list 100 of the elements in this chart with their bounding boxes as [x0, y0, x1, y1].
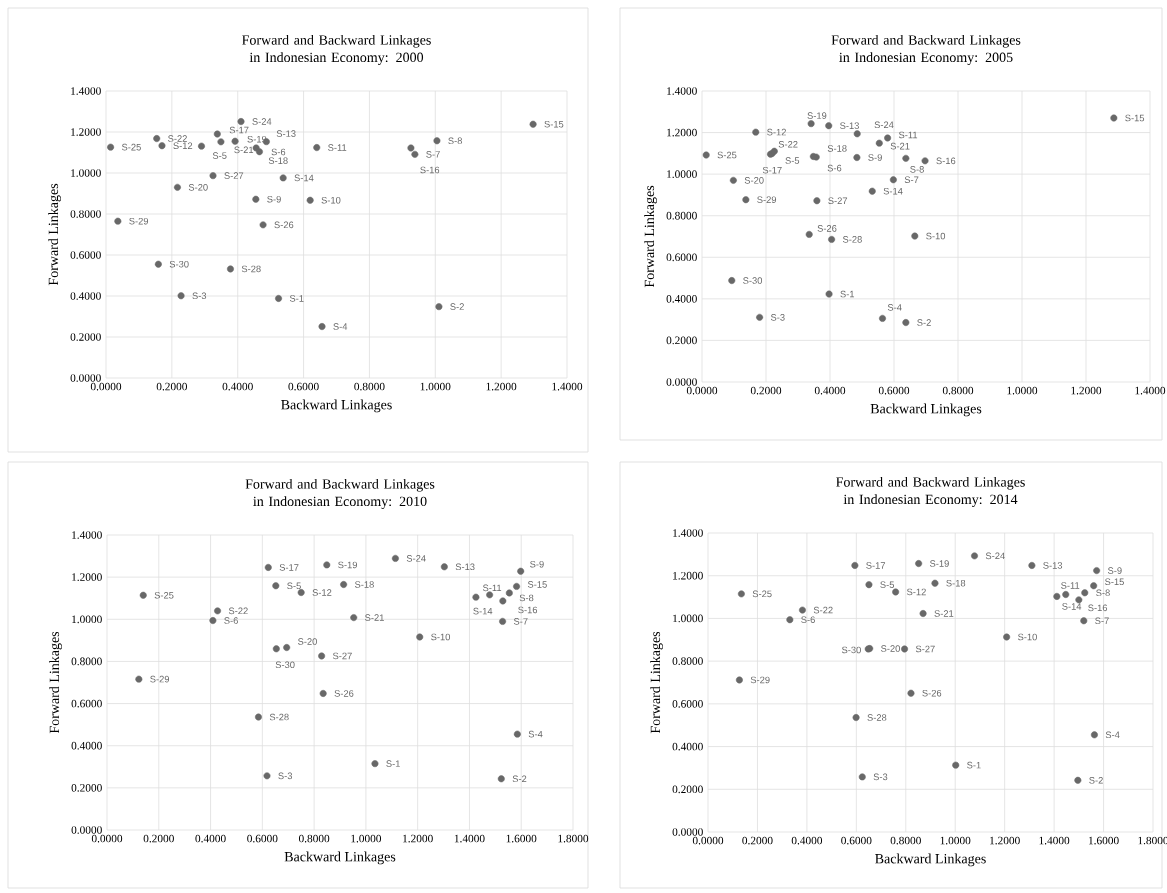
annotation: S-26 [274, 221, 294, 229]
x-tick-label: 0.8000 [890, 836, 921, 845]
x-axis-title: Backward Linkages [281, 399, 392, 413]
y-tick-label: 1.4000 [71, 87, 101, 95]
x-tick-label: 1.6000 [506, 834, 537, 843]
chart-title: Forward and Backward Linkages in Indonesian Economy: 2000 [242, 34, 431, 65]
annotation: S-24 [985, 552, 1005, 560]
annotation: S-2 [450, 303, 464, 310]
y-tick-label: 1.0000 [673, 614, 703, 623]
x-axis-title: Backward Linkages [284, 851, 396, 865]
x-tick-label: 1.0000 [351, 834, 382, 843]
annotation: S-15 [527, 581, 547, 588]
annotation: S-3 [192, 292, 207, 300]
x-tick-label: 1.4000 [1039, 836, 1070, 845]
annotation: S-27 [332, 652, 352, 660]
annotation: S-15 [1125, 114, 1145, 122]
annotation: S-26 [817, 225, 837, 232]
annotation: S-8 [448, 137, 462, 145]
annotation: S-21 [234, 146, 254, 154]
y-tick-label: 1.0000 [71, 169, 101, 177]
annotation: S-30 [841, 646, 861, 654]
y-tick-label: 1.4000 [667, 87, 697, 95]
annotation: S-17 [762, 166, 782, 174]
annotation: S-10 [431, 633, 451, 641]
y-tick-label: 0.6000 [71, 699, 102, 708]
y-axis-title: Forward Linkages [48, 183, 61, 286]
annotation: S-13 [455, 563, 475, 571]
annotation: S-19 [807, 112, 827, 119]
annotation: S-17 [866, 562, 886, 569]
annotation: S-17 [279, 564, 299, 571]
x-tick-label: 0.4000 [195, 834, 226, 843]
annotation: S-2 [1089, 777, 1103, 784]
y-tick-label: 1.0000 [72, 615, 102, 624]
annotation: S-27 [828, 197, 848, 205]
annotation: S-16 [420, 166, 440, 174]
annotation: S-25 [154, 591, 174, 599]
y-tick-label: 1.2000 [667, 128, 697, 137]
annotation: S-24 [252, 118, 272, 125]
annotation: S-4 [1105, 731, 1120, 739]
y-tick-label: 0.4000 [666, 295, 697, 303]
annotation: S-1 [840, 290, 855, 298]
y-tick-label: 1.2000 [72, 573, 102, 581]
annotation: S-5 [287, 582, 301, 590]
annotation: S-18 [354, 581, 374, 588]
x-tick-label: 0.6000 [247, 834, 278, 843]
y-tick-label: 0.0000 [70, 374, 101, 382]
annotation: S-10 [321, 196, 341, 204]
x-tick-label: 1.4000 [552, 382, 583, 391]
annotation: S-12 [173, 142, 193, 150]
x-tick-label: 0.8000 [942, 386, 974, 395]
annotation: S-12 [312, 589, 332, 596]
annotation: S-14 [883, 187, 903, 195]
annotation: S-13 [840, 122, 859, 129]
annotation: S-22 [813, 606, 833, 614]
annotation: S-12 [907, 588, 926, 596]
x-tick-label: 1.2000 [990, 836, 1020, 845]
annotation: S-21 [890, 142, 910, 150]
x-tick-label: 1.2000 [486, 382, 517, 391]
annotation: S-20 [881, 645, 900, 652]
annotation: S-16 [936, 157, 956, 165]
x-tick-label: 0.6000 [288, 382, 319, 391]
annotation: S-27 [224, 172, 244, 179]
annotation: S-9 [530, 560, 544, 568]
annotation: S-21 [365, 614, 384, 621]
annotation: S-1 [289, 295, 304, 302]
annotation: S-9 [868, 154, 882, 161]
annotation: S-20 [744, 177, 764, 184]
annotation: S-11 [328, 144, 347, 151]
annotation: S-26 [922, 689, 942, 697]
annotation: S-9 [1107, 567, 1122, 574]
x-axis-title: Backward Linkages [870, 403, 982, 417]
annotation: S-7 [1095, 617, 1109, 625]
y-axis-title: Forward Linkages [644, 185, 657, 288]
x-tick-label: 0.0000 [91, 834, 123, 843]
x-tick-label: 0.4000 [814, 386, 846, 395]
annotation: S-26 [334, 690, 354, 697]
annotation: S-18 [827, 145, 847, 152]
annotation: S-15 [544, 120, 564, 128]
annotation: S-29 [129, 217, 149, 225]
annotation: S-27 [915, 645, 935, 653]
chart-title: Forward and Backward Linkages in Indonesian Economy: 2010 [245, 478, 435, 509]
chart-title: Forward and Backward Linkages in Indonesian Economy: 2014 [836, 476, 1025, 507]
annotation: S-6 [224, 617, 238, 624]
annotation: S-12 [767, 128, 786, 136]
annotation: S-15 [1105, 578, 1124, 586]
annotation: S-7 [513, 618, 528, 625]
annotation: S-30 [743, 277, 763, 284]
annotation: S-6 [827, 164, 842, 172]
annotation: S-17 [229, 126, 249, 134]
annotation: S-28 [241, 265, 261, 273]
x-tick-label: 0.6000 [878, 386, 910, 395]
y-tick-label: 0.6000 [672, 700, 703, 708]
x-tick-label: 0.8000 [354, 382, 385, 391]
x-tick-label: 0.4000 [791, 836, 823, 845]
annotation: S-6 [801, 616, 815, 623]
annotation: S-29 [150, 675, 170, 683]
annotation: S-16 [1088, 604, 1108, 612]
annotation: S-14 [1062, 603, 1082, 610]
annotation: S-29 [757, 196, 777, 203]
y-axis-title: Forward Linkages [650, 631, 663, 734]
